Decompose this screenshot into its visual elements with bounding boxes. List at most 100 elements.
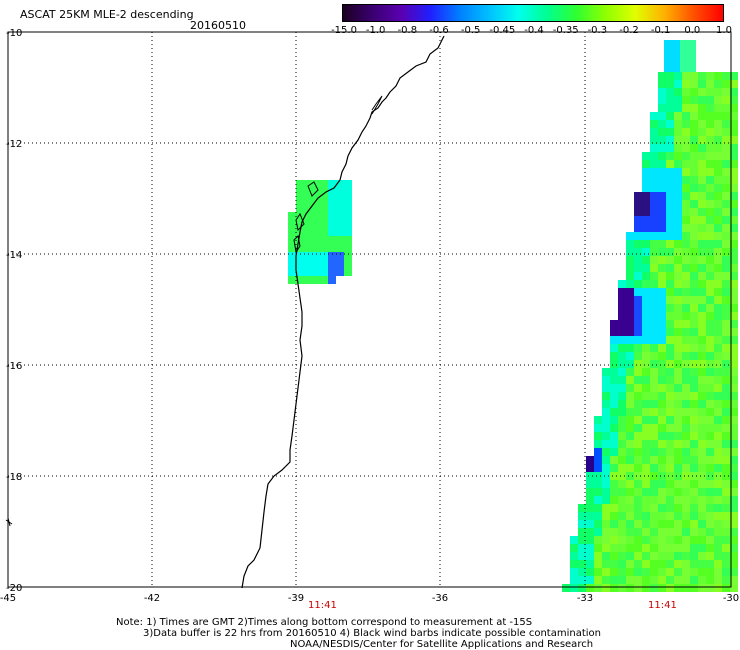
swath-cell [296,212,304,220]
swath-cell [698,568,706,576]
swath-cell [634,224,642,232]
swath-cell [626,248,634,256]
swath-cell [304,252,312,260]
swath-cell [730,160,738,168]
swath-cell [730,72,738,80]
swath-cell [714,480,722,488]
swath-cell [730,88,738,96]
swath-cell [666,544,674,552]
y-tick-label: -14 [6,250,22,261]
swath-cell [722,80,730,88]
swath-cell [618,456,626,464]
swath-cell [714,352,722,360]
swath-cell [722,568,730,576]
swath-cell [690,408,698,416]
swath-cell [658,336,666,344]
swath-cell [642,560,650,568]
swath-cell [698,432,706,440]
swath-cell [602,408,610,416]
swath-cell [666,440,674,448]
swath-cell [304,236,312,244]
swath-cell [658,232,666,240]
swath-cell [682,496,690,504]
swath-cell [602,504,610,512]
swath-cell [642,336,650,344]
swath-cell [706,584,714,592]
swath-cell [714,488,722,496]
swath-cell [674,96,682,104]
swath-cell [666,264,674,272]
swath-cell [650,536,658,544]
swath-cell [658,152,666,160]
swath-cell [602,392,610,400]
swath-cell [578,504,586,512]
swath-cell [642,192,650,200]
swath-cell [650,256,658,264]
swath-cell [610,344,618,352]
swath-cell [658,248,666,256]
swath-cell [650,384,658,392]
swath-cell [642,472,650,480]
swath-cell [642,496,650,504]
swath-cell [722,400,730,408]
swath-cell [610,536,618,544]
swath-cell [658,200,666,208]
swath-cell [722,136,730,144]
swath-cell [722,464,730,472]
swath-cell [578,568,586,576]
swath-cell [626,344,634,352]
swath-cell [650,488,658,496]
swath-cell [722,536,730,544]
swath-cell [674,544,682,552]
swath-cell [626,480,634,488]
swath-cell [570,536,578,544]
swath-cell [642,512,650,520]
swath-cell [602,560,610,568]
swath-cell [690,488,698,496]
swath-cell [586,560,594,568]
swath-cell [706,144,714,152]
swath-cell [650,528,658,536]
swath-cell [666,272,674,280]
swath-cell [666,416,674,424]
swath-cell [682,344,690,352]
swath-cell [698,112,706,120]
swath-cell [658,120,666,128]
swath-cell [618,384,626,392]
swath-cell [666,368,674,376]
swath-cell [714,504,722,512]
swath-cell [682,416,690,424]
swath-cell [658,80,666,88]
swath-cell [714,280,722,288]
swath-cell [650,520,658,528]
swath-cell [634,448,642,456]
swath-cell [674,168,682,176]
swath-cell [682,168,690,176]
swath-cell [320,220,328,228]
swath-cell [682,280,690,288]
swath-cell [634,336,642,344]
swath-cell [344,212,352,220]
swath-cell [650,296,658,304]
swath-cell [674,400,682,408]
colorbar-label: -1.0 [365,25,386,36]
swath-cell [634,464,642,472]
swath-cell [296,268,304,276]
swath-cell [666,288,674,296]
swath-cell [706,120,714,128]
swath-cell [722,520,730,528]
swath-cell [714,176,722,184]
swath-cell [658,432,666,440]
swath-cell [682,72,690,80]
swath-cell [706,488,714,496]
swath-cell [618,472,626,480]
swath-cell [658,448,666,456]
swath-cell [674,504,682,512]
swath-cell [626,440,634,448]
swath-cell [658,376,666,384]
swath-cell [602,552,610,560]
swath-cell [730,424,738,432]
swath-cell [730,440,738,448]
swath-cell [722,416,730,424]
swath-cell [690,464,698,472]
